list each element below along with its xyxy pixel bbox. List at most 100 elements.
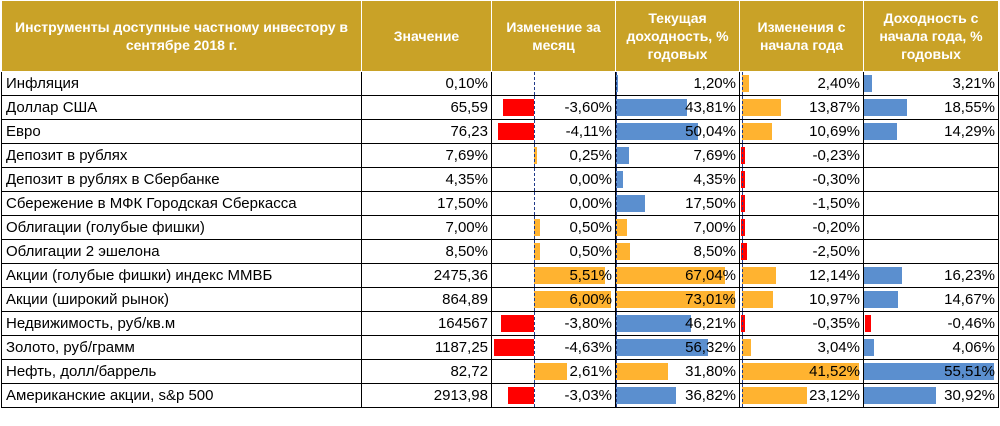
ytd-change-bar — [741, 195, 745, 212]
current-yield-axis-line — [616, 288, 617, 311]
ytd-change-value: 12,14% — [809, 267, 860, 284]
current-yield-cell: 46,21% — [615, 311, 740, 336]
current-yield-value: 1,20% — [693, 75, 736, 92]
month-change-cell: 0,50% — [491, 239, 616, 264]
table-row: Сбережение в МФК Городская Сберкасса 17,5… — [1, 191, 999, 216]
instrument-name: Недвижимость, руб/кв.м — [1, 311, 362, 336]
header-month-change: Изменение за месяц — [491, 0, 616, 72]
ytd-change-axis-line — [742, 192, 743, 215]
current-yield-bar — [616, 315, 691, 332]
ytd-change-cell: 12,14% — [739, 263, 864, 288]
header-row: Инструменты доступные частному инвестору… — [1, 0, 999, 72]
current-yield-axis-line — [616, 144, 617, 167]
current-yield-bar — [616, 195, 645, 212]
month-change-axis-line — [534, 144, 535, 167]
ytd-change-value: 3,04% — [817, 339, 860, 356]
month-change-value: -3,03% — [564, 387, 612, 404]
month-change-axis-line — [534, 288, 535, 311]
month-change-bar — [501, 315, 534, 332]
table-row: Нефть, долл/баррель 82,72 2,61% 31,80% 41,52… — [1, 359, 999, 384]
table-row: Американские акции, s&p 500 2913,98 -3,03%… — [1, 383, 999, 408]
instrument-name: Американские акции, s&p 500 — [1, 383, 362, 408]
current-yield-axis-line — [616, 120, 617, 143]
ytd-yield-cell — [863, 191, 999, 216]
month-change-axis-line — [534, 168, 535, 191]
ytd-yield-bar — [864, 267, 902, 284]
table-row: Депозит в рублях в Сбербанке 4,35% 0,00% 4,… — [1, 167, 999, 192]
month-change-axis-line — [534, 216, 535, 239]
ytd-yield-value: 4,06% — [952, 339, 995, 356]
ytd-change-axis-line — [742, 72, 743, 95]
month-change-cell: -3,80% — [491, 311, 616, 336]
ytd-change-axis-line — [742, 120, 743, 143]
current-yield-value: 67,04% — [685, 267, 736, 284]
ytd-change-bar — [741, 147, 745, 164]
current-yield-value: 50,04% — [685, 123, 736, 140]
ytd-change-cell: 23,12% — [739, 383, 864, 408]
current-yield-cell: 4,35% — [615, 167, 740, 192]
ytd-yield-bar — [864, 339, 874, 356]
value-cell: 4,35% — [361, 167, 492, 192]
ytd-change-axis-line — [742, 384, 743, 407]
current-yield-cell: 17,50% — [615, 191, 740, 216]
current-yield-cell: 56,32% — [615, 335, 740, 360]
month-change-value: 5,51% — [569, 267, 612, 284]
ytd-yield-cell: 16,23% — [863, 263, 999, 288]
header-value: Значение — [361, 0, 492, 72]
value-cell: 864,89 — [361, 287, 492, 312]
ytd-change-cell: -1,50% — [739, 191, 864, 216]
ytd-yield-value: 55,51% — [944, 363, 995, 380]
month-change-value: 6,00% — [569, 291, 612, 308]
instrument-name: Облигации 2 эшелона — [1, 239, 362, 264]
ytd-yield-bar — [864, 75, 872, 92]
current-yield-value: 73,01% — [685, 291, 736, 308]
month-change-value: -4,63% — [564, 339, 612, 356]
ytd-yield-cell: 14,29% — [863, 119, 999, 144]
current-yield-cell: 31,80% — [615, 359, 740, 384]
ytd-change-cell: 3,04% — [739, 335, 864, 360]
ytd-change-cell: -0,30% — [739, 167, 864, 192]
current-yield-cell: 73,01% — [615, 287, 740, 312]
month-change-axis-line — [534, 120, 535, 143]
ytd-yield-bar — [864, 123, 897, 140]
ytd-change-bar — [742, 267, 776, 284]
table-row: Акции (широкий рынок) 864,89 6,00% 73,01% 10… — [1, 287, 999, 312]
ytd-change-bar — [741, 171, 745, 188]
ytd-change-value: 41,52% — [809, 363, 860, 380]
current-yield-cell: 7,00% — [615, 215, 740, 240]
ytd-change-axis-line — [742, 264, 743, 287]
ytd-yield-cell: 18,55% — [863, 95, 999, 120]
current-yield-bar — [616, 267, 725, 284]
value-cell: 65,59 — [361, 95, 492, 120]
ytd-change-cell: 10,69% — [739, 119, 864, 144]
current-yield-axis-line — [616, 168, 617, 191]
ytd-change-value: -0,23% — [812, 147, 860, 164]
value-cell: 164567 — [361, 311, 492, 336]
table-row: Евро 76,23 -4,11% 50,04% 10,69% 14,29% — [1, 119, 999, 144]
value-cell: 8,50% — [361, 239, 492, 264]
month-change-cell: -3,03% — [491, 383, 616, 408]
table-row: Недвижимость, руб/кв.м 164567 -3,80% 46,21%… — [1, 311, 999, 336]
ytd-change-value: 10,97% — [809, 291, 860, 308]
current-yield-value: 7,69% — [693, 147, 736, 164]
ytd-yield-value: 3,21% — [952, 75, 995, 92]
month-change-value: 2,61% — [569, 363, 612, 380]
ytd-change-value: 23,12% — [809, 387, 860, 404]
ytd-change-bar — [741, 315, 745, 332]
value-cell: 7,00% — [361, 215, 492, 240]
current-yield-value: 46,21% — [685, 315, 736, 332]
table-row: Инфляция 0,10% 1,20% 2,40% 3,21% — [1, 71, 999, 96]
month-change-value: 0,00% — [569, 195, 612, 212]
month-change-cell: 5,51% — [491, 263, 616, 288]
month-change-axis-line — [534, 192, 535, 215]
ytd-yield-value — [995, 171, 998, 188]
current-yield-axis-line — [616, 72, 617, 95]
month-change-axis-line — [534, 96, 535, 119]
current-yield-bar — [616, 99, 687, 116]
month-change-axis-line — [534, 72, 535, 95]
month-change-bar — [534, 243, 540, 260]
ytd-change-axis-line — [742, 288, 743, 311]
month-change-value: 0,50% — [569, 219, 612, 236]
current-yield-axis-line — [616, 336, 617, 359]
month-change-cell: 2,61% — [491, 359, 616, 384]
